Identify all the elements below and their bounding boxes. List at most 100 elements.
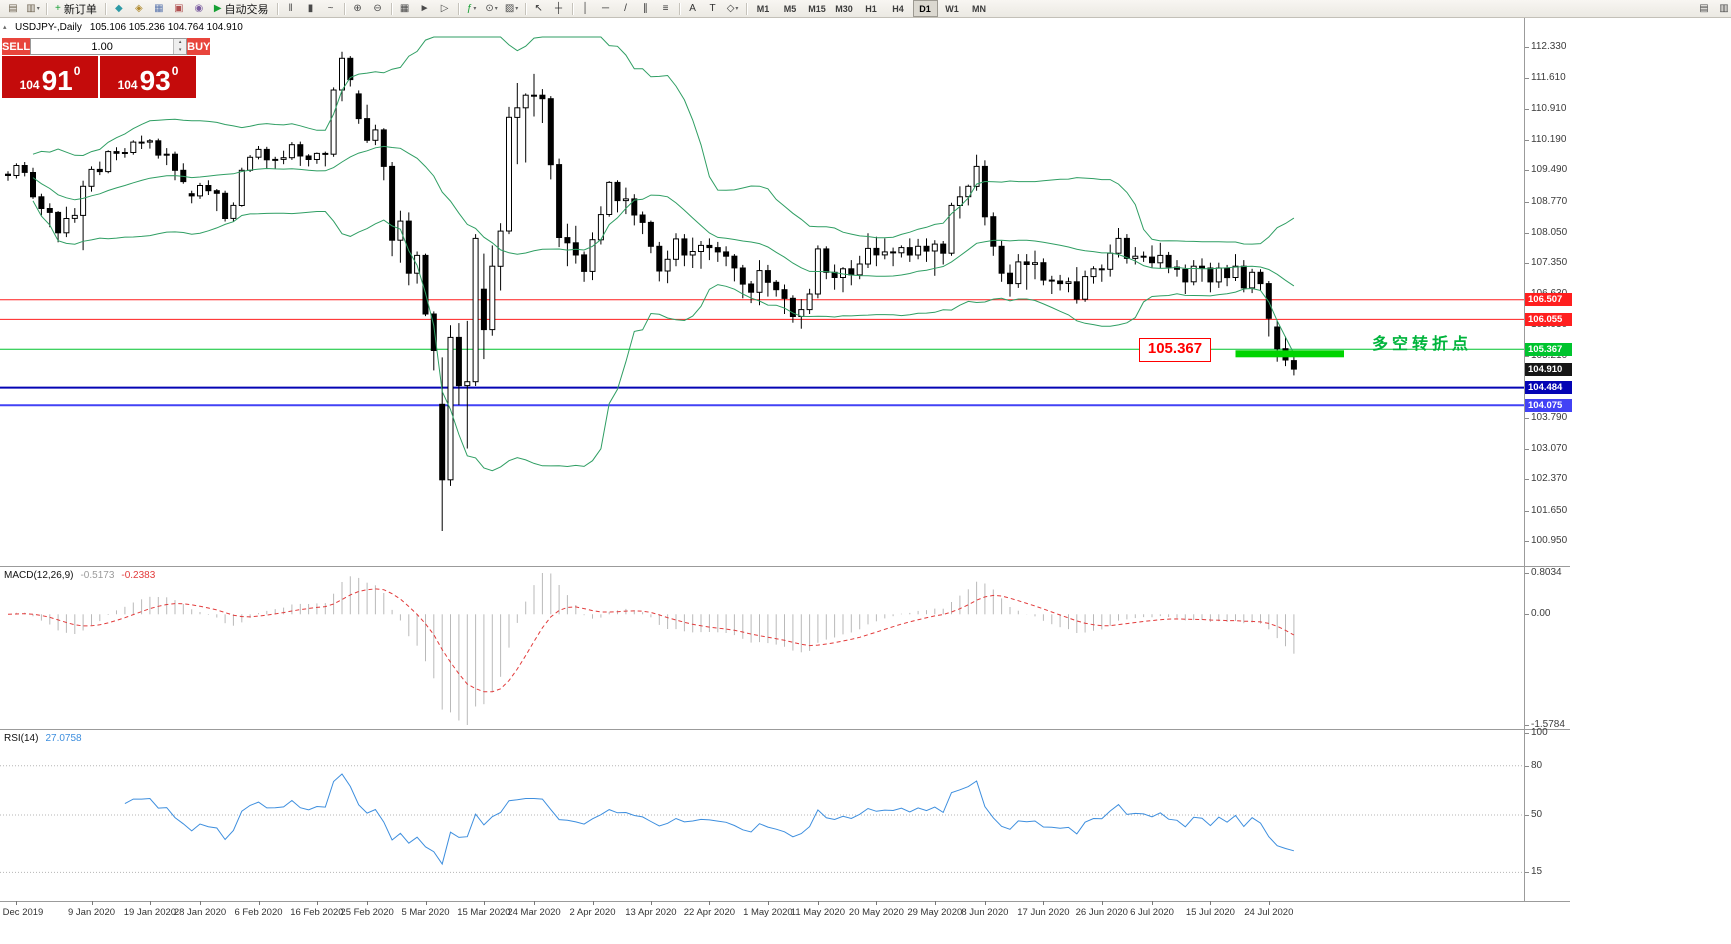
new-chart-icon[interactable]: ▤: [8, 2, 18, 14]
buy-button[interactable]: BUY: [187, 38, 211, 55]
candle: [80, 180, 87, 251]
trendline-icon[interactable]: /: [624, 2, 627, 14]
toolbar-separator: [46, 2, 47, 15]
price-scale-tick: [1525, 47, 1529, 48]
candle: [188, 190, 195, 204]
candle: [180, 163, 187, 184]
price-scale-label: 111.610: [1531, 72, 1566, 84]
price-annotation-box[interactable]: 105.367: [1139, 338, 1211, 362]
panel-divider[interactable]: [0, 729, 1570, 730]
strategy-tester-icon[interactable]: ◉: [194, 2, 204, 14]
crosshair-icon[interactable]: ┼: [555, 2, 563, 14]
chart-ohlc-values: 105.106 105.236 104.764 104.910: [89, 22, 243, 33]
timeframe-m5-button[interactable]: M5: [783, 3, 797, 14]
candle: [5, 171, 11, 181]
tile-windows-icon[interactable]: ▦: [399, 2, 410, 14]
price-scale-tick: [1525, 510, 1529, 512]
candle: [305, 154, 312, 167]
candle: [1082, 270, 1089, 302]
timeframe-m15-button[interactable]: M15: [808, 3, 826, 14]
panel-divider[interactable]: [0, 566, 1570, 567]
main-chart-area[interactable]: [0, 18, 1524, 566]
text-label-icon[interactable]: T: [709, 2, 716, 14]
candle: [96, 161, 103, 176]
auto-trading-button[interactable]: ▶ 自动交易: [213, 3, 269, 16]
volume-input[interactable]: [31, 39, 174, 54]
candlestick-chart-icon[interactable]: ▮: [307, 2, 314, 14]
data-window-icon[interactable]: ◈: [134, 2, 143, 14]
bollinger-lower-band: [32, 200, 1295, 472]
periods-icon[interactable]: ⊙ ▾: [485, 2, 498, 14]
rsi-line: [124, 773, 1295, 866]
price-scale-tick: [1525, 263, 1529, 265]
chart-shift-icon[interactable]: ▷: [440, 2, 449, 14]
chart-window[interactable]: ▴ USDJPY-,Daily 105.106 105.236 104.764 …: [0, 18, 1731, 944]
buy-price-prefix: 104: [117, 78, 138, 92]
candle: [205, 180, 212, 195]
price-scale-label: 112.330: [1531, 41, 1567, 52]
auto-scroll-icon[interactable]: ►: [419, 2, 430, 14]
macd-scale-zero: 0.00: [1531, 608, 1551, 620]
turning-point-label[interactable]: 多空转折点: [1372, 336, 1473, 353]
bar-chart-icon[interactable]: ‖: [288, 2, 293, 14]
candle: [63, 206, 70, 238]
candle: [1199, 258, 1205, 282]
line-chart-icon[interactable]: ~: [327, 2, 334, 14]
date-label: 24 Mar 2020: [507, 907, 561, 918]
date-label: 11 May 2020: [790, 907, 846, 918]
terminal-icon[interactable]: ▣: [174, 2, 184, 14]
price-scale-label: 107.350: [1531, 257, 1568, 269]
new-order-button[interactable]: + 新订单: [55, 3, 97, 16]
candle: [506, 106, 512, 235]
price-scale-tick: [1525, 356, 1529, 358]
turning-point-segment[interactable]: [1235, 350, 1345, 358]
rsi-panel[interactable]: [0, 729, 1524, 901]
date-label: 24 Jul 2020: [1244, 907, 1294, 918]
vertical-line-icon[interactable]: │: [582, 2, 589, 14]
candle: [380, 128, 387, 181]
fibonacci-icon[interactable]: ≡: [662, 2, 669, 14]
shapes-icon[interactable]: ◇ ▾: [726, 2, 739, 14]
horizontal-line-icon[interactable]: ─: [602, 2, 610, 14]
window-list-icon[interactable]: ▥: [1719, 2, 1729, 14]
toolbar-separator: [457, 2, 459, 15]
navigator-icon[interactable]: ▦: [154, 2, 164, 14]
macd-panel[interactable]: [0, 566, 1524, 729]
zoom-out-icon[interactable]: ⊖: [373, 2, 382, 14]
volume-up-icon[interactable]: ▴: [174, 39, 187, 47]
candle: [931, 240, 938, 276]
candle: [497, 223, 504, 291]
dock-window-icon[interactable]: ▤: [1699, 2, 1709, 14]
date-tick: [91, 901, 93, 905]
candle: [781, 284, 788, 314]
indicators-icon[interactable]: ƒ ▾: [466, 2, 477, 14]
date-tick: [817, 901, 819, 905]
volume-down-icon[interactable]: ▾: [174, 46, 187, 54]
panel-divider[interactable]: [0, 901, 1570, 902]
timeframe-m1-button[interactable]: M1: [756, 3, 770, 14]
zoom-in-icon[interactable]: ⊕: [353, 2, 362, 14]
timeframe-d1-button[interactable]: D1: [912, 0, 938, 17]
text-icon[interactable]: A: [689, 2, 696, 14]
candle: [146, 139, 153, 149]
candle: [948, 202, 955, 256]
market-watch-icon[interactable]: ◆: [114, 2, 123, 14]
timeframe-m30-button[interactable]: M30: [835, 3, 853, 14]
sell-price-display[interactable]: 104 91 0: [2, 56, 98, 98]
cursor-icon[interactable]: ↖: [534, 2, 543, 14]
templates-icon[interactable]: ▨ ▾: [504, 2, 519, 14]
timeframe-mn-button[interactable]: MN: [972, 3, 987, 14]
chart-title: USDJPY-,Daily 105.106 105.236 104.764 10…: [15, 22, 243, 33]
timeframe-w1-button[interactable]: W1: [945, 3, 959, 14]
date-label: 2 Apr 2020: [569, 907, 616, 918]
chart-profiles-icon[interactable]: ▥ ▾: [26, 2, 40, 14]
timeframe-h1-button[interactable]: H1: [865, 3, 877, 14]
sell-button[interactable]: SELL: [2, 38, 31, 55]
price-scale-label: 108.050: [1531, 226, 1568, 238]
volume-spinner[interactable]: ▴ ▾: [173, 39, 187, 54]
macd-scale-tick: [1525, 725, 1529, 726]
one-click-toggle-icon[interactable]: ▴: [3, 24, 7, 31]
buy-price-display[interactable]: 104 93 0: [100, 56, 196, 98]
equidistant-channel-icon[interactable]: ∥: [643, 2, 649, 14]
timeframe-h4-button[interactable]: H4: [892, 3, 904, 14]
